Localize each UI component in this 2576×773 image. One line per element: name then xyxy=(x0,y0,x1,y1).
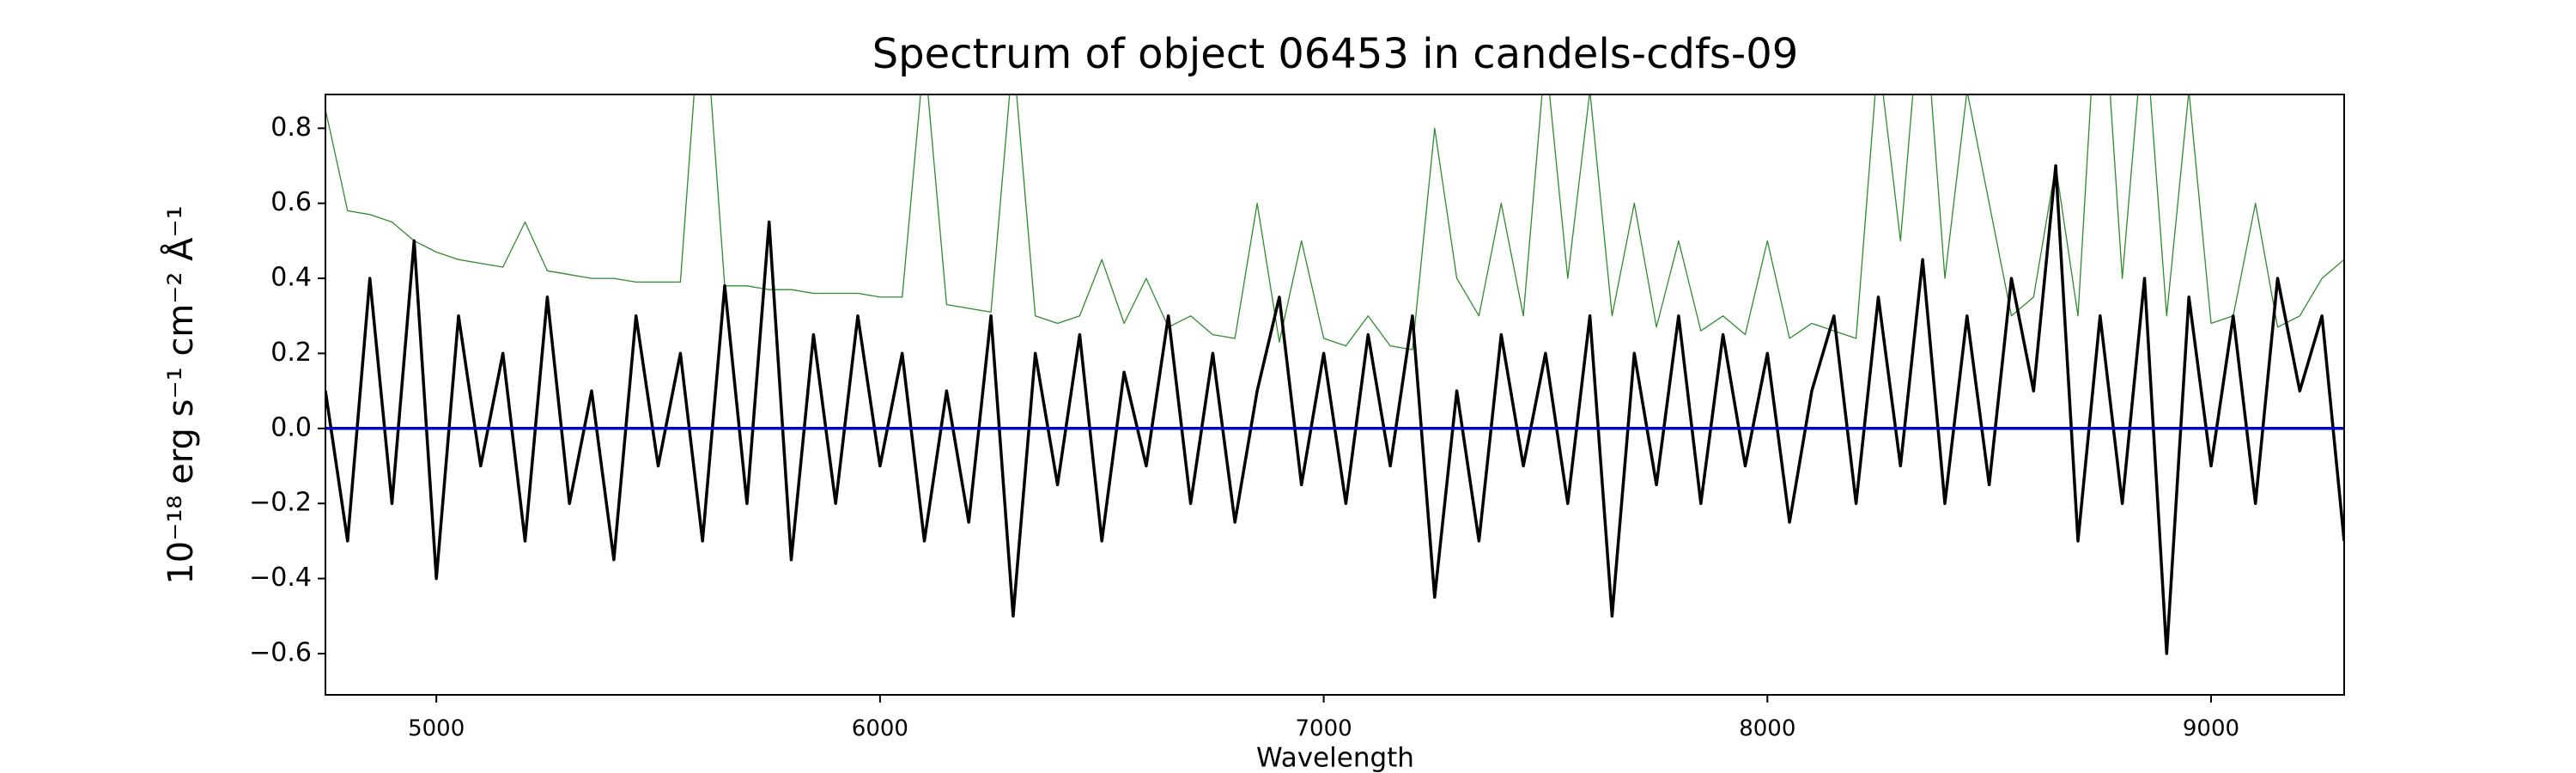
x-tick-label: 7000 xyxy=(1295,716,1352,742)
y-tick-label: 0.6 xyxy=(270,187,312,217)
y-tick-label: 0.8 xyxy=(270,113,312,143)
axes-frame xyxy=(325,94,2345,696)
y-axis-label: 10⁻¹⁸ erg s⁻¹ cm⁻² Å⁻¹ xyxy=(160,205,201,584)
chart-title: Spectrum of object 06453 in candels-cdfs… xyxy=(872,30,1799,78)
y-tick-label: −0.4 xyxy=(249,563,312,593)
y-tick-label: −0.2 xyxy=(249,488,312,518)
y-tick-label: 0.0 xyxy=(270,412,312,442)
x-tick-label: 5000 xyxy=(408,716,465,742)
x-tick-label: 8000 xyxy=(1739,716,1795,742)
x-axis-label: Wavelength xyxy=(1256,743,1414,773)
y-tick-label: 0.2 xyxy=(270,338,312,368)
x-tick-label: 6000 xyxy=(852,716,908,742)
x-tick-label: 9000 xyxy=(2183,716,2239,742)
spectrum-line xyxy=(325,164,2344,655)
y-tick-label: −0.6 xyxy=(249,637,312,667)
y-tick-label: 0.4 xyxy=(270,263,312,293)
spectrum-line xyxy=(325,94,2344,350)
plot-area xyxy=(325,94,2344,655)
